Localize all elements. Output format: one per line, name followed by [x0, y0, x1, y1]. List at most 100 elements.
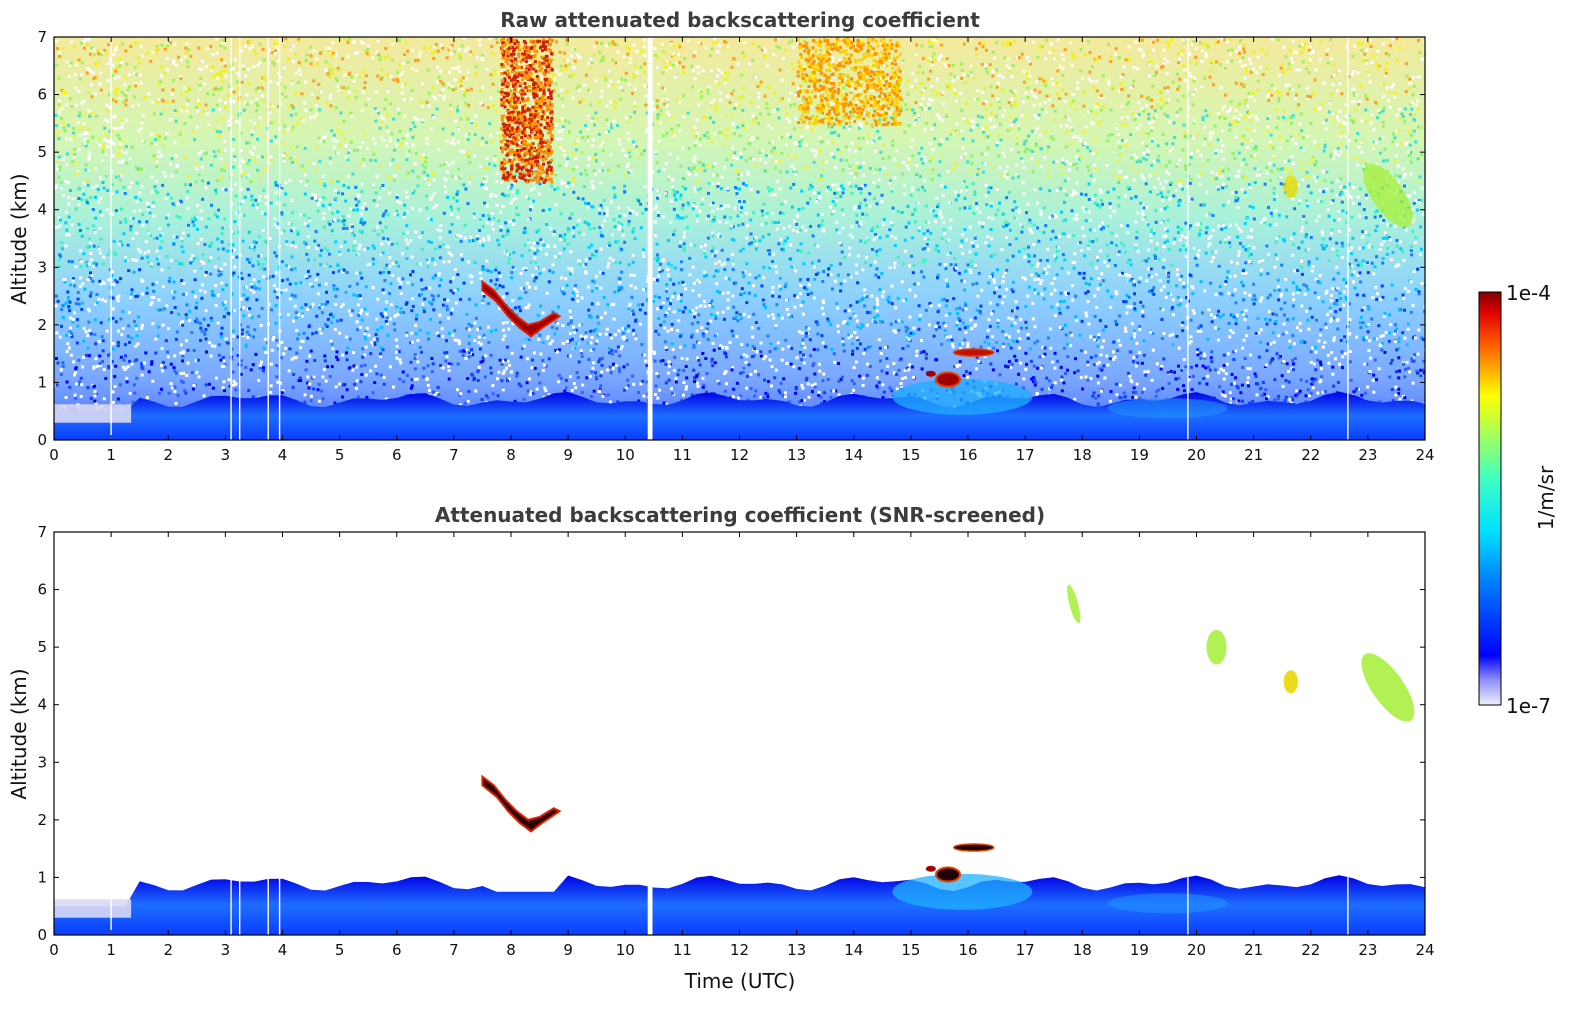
cloud-layer	[925, 370, 936, 377]
x-tick-label: 16	[958, 446, 977, 464]
x-tick-label: 21	[1244, 446, 1263, 464]
missing-profiles	[110, 37, 1349, 440]
x-tick-label: 13	[787, 446, 806, 464]
cloud-layer	[481, 279, 562, 338]
missing-profile-gap	[267, 37, 269, 440]
cirrus-cloud	[1283, 175, 1298, 199]
cloud-layer	[935, 866, 962, 883]
missing-profile-gap	[110, 877, 112, 935]
x-tick-label: 19	[1130, 446, 1149, 464]
residual-layer	[54, 404, 132, 423]
x-tick-label: 3	[221, 941, 231, 959]
x-tick-label: 4	[278, 446, 288, 464]
bottom-chart-title: Attenuated backscattering coefficient (S…	[435, 503, 1045, 527]
missing-profile-gap	[1347, 37, 1349, 440]
boundary-layer	[54, 875, 1425, 935]
y-tick-label: 1	[37, 868, 47, 886]
y-tick-label: 4	[37, 696, 47, 714]
x-tick-label: 14	[844, 446, 863, 464]
cloud-layer	[952, 843, 995, 852]
colorbar-gradient	[1478, 291, 1502, 706]
bottom-y-axis-label: Altitude (km)	[7, 668, 31, 799]
x-tick-label: 2	[163, 446, 173, 464]
aerosol-patch	[892, 378, 1033, 415]
aerosol-patch	[1107, 398, 1228, 419]
missing-profile-gap	[647, 877, 651, 935]
y-tick-label: 5	[37, 143, 47, 161]
x-tick-label: 17	[1016, 941, 1035, 959]
x-tick-label: 6	[392, 941, 402, 959]
cloud-layer	[481, 774, 562, 833]
x-tick-label: 17	[1016, 446, 1035, 464]
x-tick-label: 2	[163, 941, 173, 959]
cloud-layer	[952, 348, 995, 357]
x-tick-label: 21	[1244, 941, 1263, 959]
y-tick-label: 0	[37, 926, 47, 944]
missing-profile-gap	[649, 877, 653, 935]
y-tick-label: 6	[37, 581, 47, 599]
x-tick-label: 15	[901, 446, 920, 464]
cirrus-cloud	[1283, 670, 1298, 694]
x-tick-label: 18	[1073, 941, 1092, 959]
x-tick-label: 12	[730, 446, 749, 464]
y-tick-label: 2	[37, 811, 47, 829]
colorbar-min-label: 1e-7	[1506, 694, 1551, 718]
top-y-axis-label: Altitude (km)	[7, 173, 31, 304]
x-tick-label: 10	[616, 941, 635, 959]
missing-profile-gap	[267, 877, 269, 935]
x-tick-label: 3	[221, 446, 231, 464]
bottom-axes: 0 1 2 3 4 5 6 7 8 9 10 11 12 13 14 15 16 17 18 19 20 21 22 23 24…	[37, 523, 1434, 959]
y-tick-label: 6	[37, 86, 47, 104]
y-tick-label: 3	[37, 753, 47, 771]
cirrus-cloud	[1206, 629, 1227, 665]
missing-profile-gap	[649, 37, 653, 440]
bottom-features	[54, 584, 1425, 935]
x-tick-label: 5	[335, 446, 345, 464]
colorbar-unit-label: 1/m/sr	[1534, 465, 1558, 530]
aerosol-patch	[892, 873, 1033, 910]
x-tick-label: 7	[449, 941, 459, 959]
raw-backscatter-plot: 0 1 2 3 4 5 6 7 8 9 10 11 12 13 14 15 16 17 18 19 20 21 22 23 24…	[7, 28, 1435, 464]
y-tick-label: 0	[37, 431, 47, 449]
x-tick-label: 0	[49, 941, 59, 959]
x-tick-label: 22	[1301, 446, 1320, 464]
x-tick-label: 11	[673, 941, 692, 959]
missing-profile-gap	[239, 877, 241, 935]
cirrus-cloud	[1067, 584, 1081, 624]
colorbar: 1e-4 1e-7 1/m/sr	[1478, 281, 1558, 718]
colorbar-max-label: 1e-4	[1506, 281, 1551, 305]
x-tick-label: 24	[1415, 941, 1434, 959]
x-tick-label: 13	[787, 941, 806, 959]
missing-profiles	[110, 877, 1349, 935]
x-tick-label: 18	[1073, 446, 1092, 464]
x-tick-label: 20	[1187, 446, 1206, 464]
x-tick-label: 9	[563, 941, 573, 959]
missing-profile-gap	[1347, 877, 1349, 935]
screened-backscatter-plot: 0 1 2 3 4 5 6 7 8 9 10 11 12 13 14 15 16 17 18 19 20 21 22 23 24…	[7, 523, 1435, 993]
y-tick-label: 1	[37, 373, 47, 391]
x-tick-label: 22	[1301, 941, 1320, 959]
x-tick-label: 7	[449, 446, 459, 464]
x-tick-label: 1	[106, 446, 116, 464]
cirrus-cloud	[1362, 163, 1413, 228]
y-tick-label: 4	[37, 201, 47, 219]
boundary-layer	[54, 391, 1425, 440]
top-features	[54, 163, 1425, 440]
x-tick-label: 16	[958, 941, 977, 959]
y-tick-label: 7	[37, 523, 47, 541]
x-tick-label: 15	[901, 941, 920, 959]
top-axes: 0 1 2 3 4 5 6 7 8 9 10 11 12 13 14 15 16 17 18 19 20 21 22 23 24…	[37, 28, 1434, 464]
y-tick-label: 2	[37, 316, 47, 334]
x-tick-label: 4	[278, 941, 288, 959]
x-tick-label: 20	[1187, 941, 1206, 959]
missing-profile-gap	[230, 877, 232, 935]
x-tick-label: 8	[506, 446, 516, 464]
x-tick-label: 5	[335, 941, 345, 959]
aerosol-patch	[1107, 893, 1228, 914]
cloud-layer	[935, 371, 962, 388]
missing-profile-gap	[278, 37, 281, 440]
x-tick-label: 19	[1130, 941, 1149, 959]
y-tick-label: 7	[37, 28, 47, 46]
x-axis-label: Time (UTC)	[684, 969, 796, 993]
plot-background	[54, 532, 1425, 935]
